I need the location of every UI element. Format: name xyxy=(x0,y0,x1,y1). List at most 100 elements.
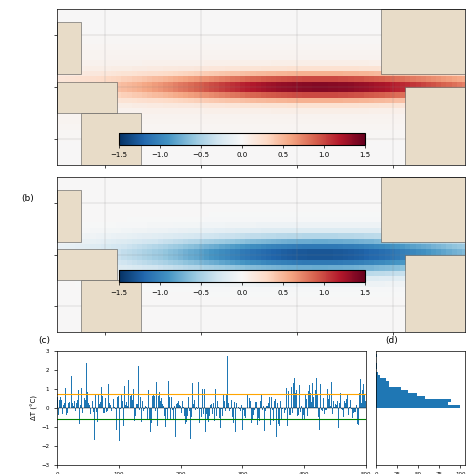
Bar xyxy=(113,400,114,408)
Bar xyxy=(130,396,131,408)
Bar xyxy=(105,398,106,408)
Bar xyxy=(226,394,227,408)
Bar xyxy=(117,397,118,408)
Bar xyxy=(119,384,120,408)
Bar xyxy=(171,397,172,408)
Bar xyxy=(265,408,266,412)
Bar xyxy=(330,406,331,408)
Bar xyxy=(231,400,232,408)
Bar xyxy=(198,383,199,408)
Bar xyxy=(264,408,265,431)
Bar xyxy=(253,408,254,415)
Bar xyxy=(329,394,330,408)
Bar xyxy=(376,392,418,396)
Bar xyxy=(73,406,74,408)
Bar xyxy=(340,400,341,408)
Bar xyxy=(78,390,79,408)
Bar xyxy=(223,393,224,408)
Bar xyxy=(72,403,73,408)
Bar xyxy=(376,383,389,387)
Bar xyxy=(153,394,154,408)
Polygon shape xyxy=(381,177,465,242)
Bar xyxy=(313,397,314,408)
Bar xyxy=(205,408,206,432)
Bar xyxy=(84,398,85,408)
Bar xyxy=(286,388,287,408)
Bar xyxy=(85,400,86,408)
Bar xyxy=(59,400,60,408)
Bar xyxy=(167,408,168,420)
Bar xyxy=(376,354,377,357)
Bar xyxy=(241,405,242,408)
Bar xyxy=(141,408,142,421)
Bar xyxy=(57,397,58,408)
Bar xyxy=(277,403,278,408)
Bar xyxy=(140,397,141,408)
Bar xyxy=(225,408,226,420)
Bar xyxy=(376,390,408,392)
Bar xyxy=(154,382,155,408)
Bar xyxy=(336,405,337,408)
Bar xyxy=(123,408,124,426)
Bar xyxy=(292,408,293,413)
Bar xyxy=(376,375,380,378)
Bar xyxy=(365,401,366,408)
Bar xyxy=(108,384,109,408)
Bar xyxy=(290,396,291,408)
Bar xyxy=(129,405,130,408)
Bar xyxy=(58,408,59,415)
Bar xyxy=(326,408,327,410)
Bar xyxy=(116,408,117,430)
Bar xyxy=(364,394,365,408)
Bar xyxy=(98,394,99,408)
Bar xyxy=(319,408,320,430)
Bar xyxy=(339,403,340,408)
Bar xyxy=(77,400,78,408)
Bar xyxy=(97,408,98,422)
Bar xyxy=(186,408,187,422)
Bar xyxy=(63,392,64,408)
Bar xyxy=(350,400,351,408)
Bar xyxy=(157,408,158,426)
Bar xyxy=(355,388,356,408)
Bar xyxy=(195,408,196,410)
Bar xyxy=(258,408,259,419)
Bar xyxy=(252,408,253,420)
Bar xyxy=(282,394,283,408)
Bar xyxy=(101,387,102,408)
Bar xyxy=(104,408,105,412)
Bar xyxy=(361,403,362,408)
Bar xyxy=(328,399,329,408)
Bar xyxy=(159,392,160,408)
Bar xyxy=(71,383,72,408)
Bar xyxy=(256,402,257,408)
Bar xyxy=(103,408,104,413)
Bar xyxy=(89,402,90,408)
Bar xyxy=(376,401,447,405)
Bar xyxy=(134,408,135,421)
Bar xyxy=(321,408,322,410)
Bar xyxy=(207,408,208,419)
Bar xyxy=(242,408,243,430)
Text: (d): (d) xyxy=(385,336,398,345)
Bar xyxy=(79,406,80,408)
Bar xyxy=(272,408,273,410)
Bar xyxy=(376,378,386,381)
Polygon shape xyxy=(81,281,141,332)
Bar xyxy=(96,408,97,412)
Bar xyxy=(356,397,357,408)
Bar xyxy=(92,401,93,408)
Bar xyxy=(106,408,107,411)
Bar xyxy=(185,408,186,424)
Bar xyxy=(66,408,67,415)
Bar xyxy=(87,392,88,408)
Bar xyxy=(122,401,123,408)
Bar xyxy=(76,403,77,408)
Bar xyxy=(269,397,270,408)
Bar xyxy=(348,408,349,409)
Bar xyxy=(303,408,304,415)
Bar xyxy=(347,394,348,408)
Bar xyxy=(218,407,219,408)
Bar xyxy=(259,408,260,421)
Bar xyxy=(193,404,194,408)
